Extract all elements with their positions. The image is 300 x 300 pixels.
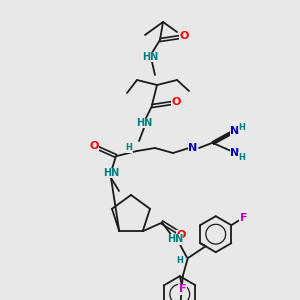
Text: N: N <box>230 126 240 136</box>
Text: H: H <box>126 143 132 152</box>
Text: H: H <box>238 122 245 131</box>
Text: H: H <box>176 256 183 265</box>
Text: O: O <box>176 230 185 240</box>
Text: HN: HN <box>167 234 183 244</box>
Text: HN: HN <box>103 168 119 178</box>
Text: O: O <box>179 31 189 41</box>
Text: F: F <box>240 213 247 223</box>
Text: HN: HN <box>136 118 152 128</box>
Text: F: F <box>179 284 187 294</box>
Text: N: N <box>188 143 198 153</box>
Text: HN: HN <box>142 52 158 62</box>
Text: O: O <box>89 141 99 151</box>
Text: H: H <box>238 152 245 161</box>
Text: N: N <box>230 148 240 158</box>
Text: O: O <box>171 97 181 107</box>
